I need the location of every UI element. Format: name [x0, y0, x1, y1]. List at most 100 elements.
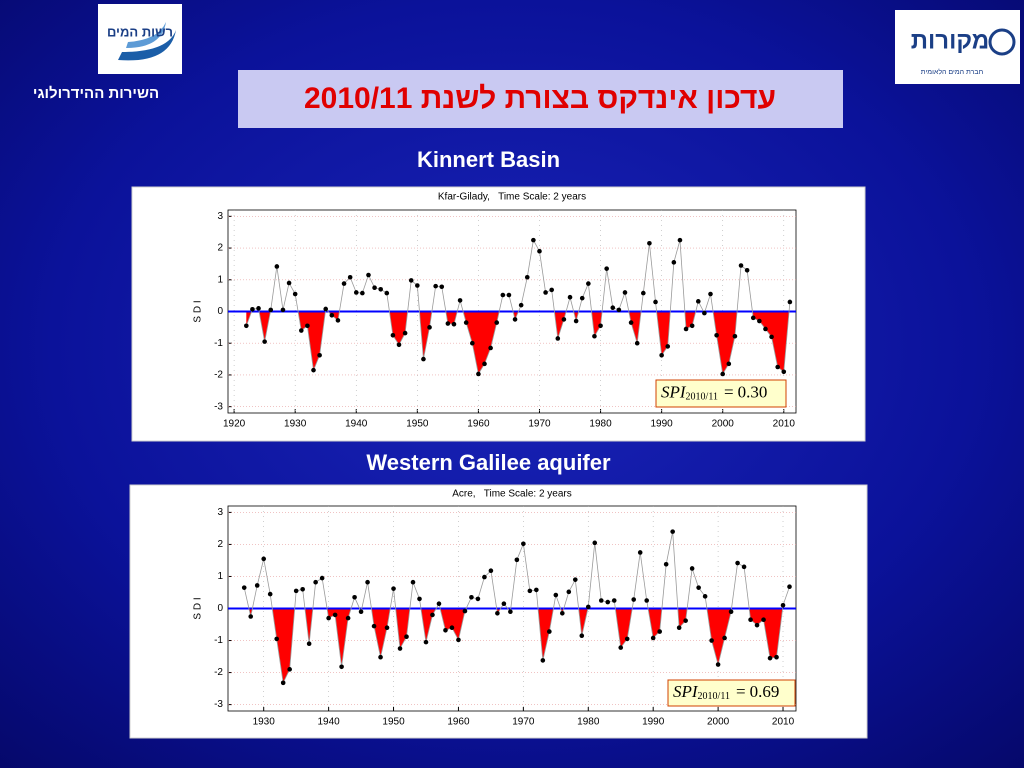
sdi-point — [298, 328, 304, 333]
sdi-point — [430, 612, 435, 618]
sdi-point — [439, 284, 445, 290]
sdi-point — [695, 299, 701, 304]
spi-value: 0.30 — [738, 382, 768, 401]
sdi-point — [748, 617, 753, 623]
sdi-point — [423, 639, 429, 645]
sdi-point — [470, 340, 475, 346]
sdi-point — [254, 583, 260, 588]
sdi-point — [622, 290, 628, 295]
x-tick-label: 1940 — [317, 717, 340, 728]
y-tick-label: -1 — [214, 635, 223, 646]
y-tick-label: -3 — [214, 401, 223, 412]
sdi-point — [433, 283, 438, 289]
sdi-point — [358, 609, 364, 615]
sdi-point — [665, 344, 671, 349]
sdi-point — [547, 629, 552, 634]
negative-area — [248, 608, 253, 617]
sdi-point — [527, 588, 533, 594]
sdi-point — [339, 664, 344, 670]
sdi-point — [306, 641, 312, 647]
sdi-point — [262, 339, 267, 344]
sdi-point — [769, 334, 774, 340]
sdi-point — [676, 625, 682, 631]
sdi-point — [347, 274, 353, 280]
sdi-point — [637, 550, 643, 555]
sdi-point — [787, 584, 792, 590]
spi-annotation: SPI2010/11 = 0.69 — [673, 682, 779, 702]
y-tick-label: 2 — [217, 243, 223, 254]
x-tick-label: 1940 — [345, 419, 368, 430]
sdi-point — [604, 266, 609, 271]
sdi-point — [624, 636, 630, 642]
negative-area — [752, 311, 790, 372]
sdi-point — [353, 290, 359, 295]
sdi-point — [436, 601, 442, 606]
sdi-point — [408, 278, 414, 283]
sdi-point — [518, 302, 524, 308]
sdi-point — [248, 614, 254, 619]
sdi-point — [469, 594, 474, 600]
sdi-point — [689, 323, 695, 329]
sdi-point — [670, 529, 675, 534]
sdi-point — [274, 636, 279, 642]
spi-relation: = — [736, 682, 746, 701]
sdi-point — [449, 625, 455, 631]
sdi-point — [696, 585, 701, 590]
sdi-point — [659, 352, 664, 358]
sdi-point — [286, 280, 292, 286]
sdi-point — [534, 587, 539, 593]
x-tick-label: 1990 — [651, 419, 674, 430]
sdi-point — [378, 286, 383, 292]
spi-period: 2010/11 — [698, 691, 730, 702]
sdi-point — [585, 604, 591, 610]
negative-area — [578, 608, 588, 636]
sdi-point — [261, 556, 267, 562]
x-tick-label: 1950 — [406, 419, 429, 430]
sdi-point — [605, 599, 611, 605]
sdi-point — [305, 323, 310, 329]
sdi-point — [628, 320, 634, 325]
sdi-point — [396, 342, 402, 348]
sdi-point — [443, 627, 448, 633]
sdi-point — [345, 615, 351, 621]
x-tick-label: 2010 — [772, 717, 795, 728]
sdi-point — [332, 612, 338, 618]
sdi-point — [653, 299, 658, 305]
y-tick-label: -2 — [214, 667, 223, 678]
spi-symbol: SPI — [661, 382, 687, 401]
sdi-point — [634, 340, 640, 346]
x-tick-label: 1960 — [467, 419, 490, 430]
x-tick-label: 1960 — [447, 717, 470, 728]
sdi-point — [476, 371, 481, 377]
sdi-point — [475, 596, 481, 602]
sdi-point — [311, 367, 316, 373]
negative-area — [513, 311, 519, 320]
x-tick-label: 1970 — [512, 717, 535, 728]
sdi-point — [451, 321, 457, 327]
logo-subtext: חברת המים הלאומית — [921, 68, 984, 76]
negative-area — [371, 608, 391, 658]
sdi-point — [650, 635, 656, 641]
sdi-point — [722, 635, 727, 641]
sdi-point — [787, 299, 793, 305]
sdi-point — [553, 592, 559, 598]
sdi-point — [495, 611, 500, 616]
y-tick-label: 0 — [217, 306, 223, 317]
sdi-point — [365, 579, 370, 585]
sdi-point — [300, 586, 305, 592]
negative-area — [684, 311, 696, 329]
sdi-point — [663, 561, 669, 567]
sdi-point — [494, 320, 500, 325]
sdi-point — [775, 364, 780, 370]
sdi-point — [514, 557, 520, 563]
spi-box — [667, 679, 796, 707]
sdi-point — [579, 633, 585, 639]
sdi-point — [268, 307, 274, 313]
sdi-point — [292, 291, 298, 297]
sdi-point — [714, 332, 719, 338]
sdi-point — [598, 323, 603, 329]
sdi-point — [501, 601, 507, 606]
sdi-point — [280, 680, 286, 686]
sdi-point — [391, 586, 396, 591]
